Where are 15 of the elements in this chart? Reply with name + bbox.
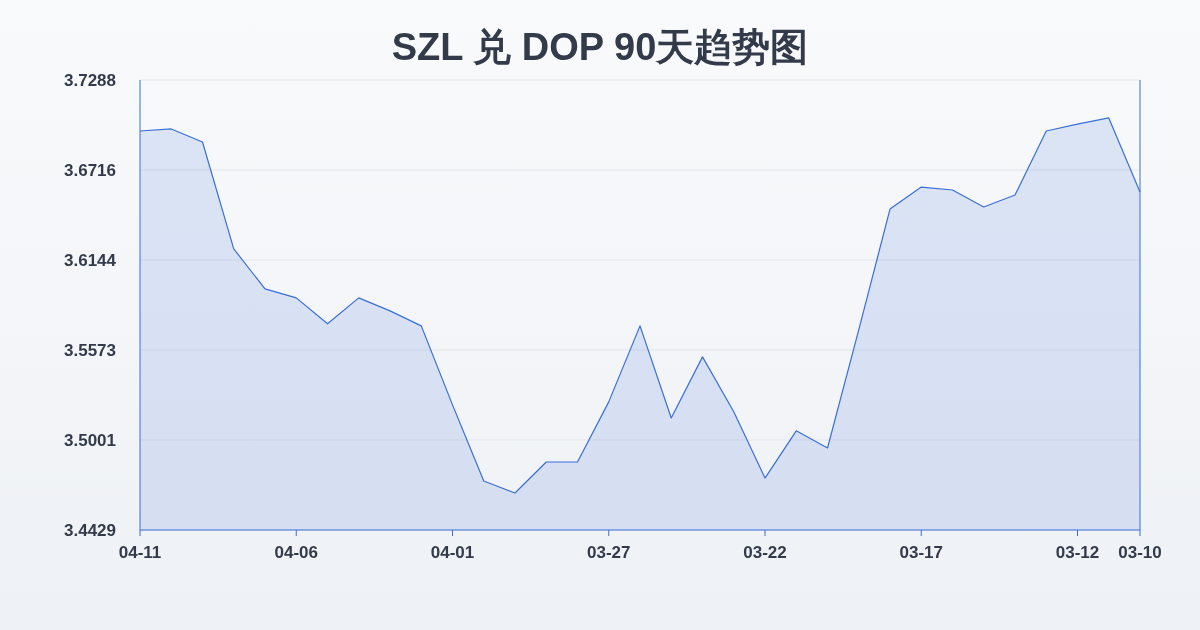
- y-tick-label: 3.5573: [64, 340, 116, 360]
- x-tick-label: 04-11: [118, 543, 162, 562]
- chart-title: SZL 兑 DOP 90天趋势图: [391, 26, 809, 68]
- y-tick-label: 3.6716: [64, 161, 116, 181]
- y-tick-label: 3.6144: [64, 251, 117, 271]
- x-tick-label: 03-10: [1118, 543, 1162, 562]
- y-tick-label: 3.7288: [64, 71, 116, 90]
- x-tick-label: 03-22: [743, 543, 787, 562]
- x-tick-label: 04-06: [274, 543, 318, 562]
- x-tick-label: 03-27: [587, 543, 631, 562]
- x-tick-label: 03-17: [899, 543, 943, 562]
- x-tick-label: 03-12: [1055, 543, 1100, 562]
- y-tick-label: 3.4429: [64, 521, 116, 540]
- x-tick-label: 04-01: [430, 543, 475, 562]
- y-tick-label: 3.5001: [64, 430, 116, 450]
